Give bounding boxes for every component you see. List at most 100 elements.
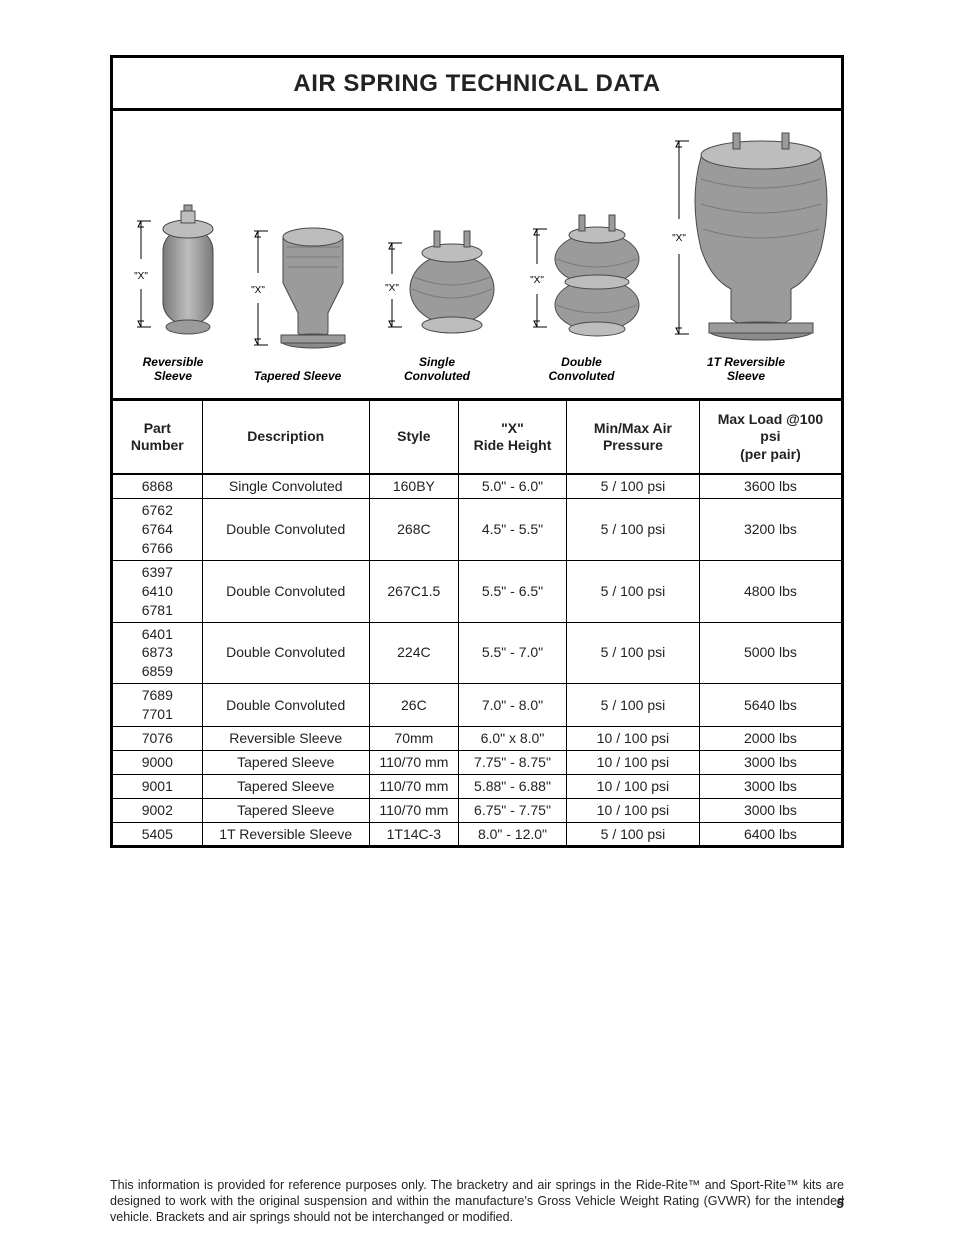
cell-style: 110/70 mm <box>369 750 458 774</box>
diagram-label: 1T ReversibleSleeve <box>707 355 785 384</box>
cell-style: 224C <box>369 622 458 684</box>
part-number: 6401 <box>142 625 173 644</box>
cell-style: 110/70 mm <box>369 798 458 822</box>
cell-load: 3000 lbs <box>699 774 841 798</box>
part-number: 9000 <box>142 753 173 772</box>
cell-load: 3000 lbs <box>699 798 841 822</box>
cell-part: 676267646766 <box>113 499 202 561</box>
part-number: 6410 <box>142 582 173 601</box>
part-number: 5405 <box>142 825 173 844</box>
table-row: 676267646766Double Convoluted268C4.5" - … <box>113 499 841 561</box>
cell-desc: Tapered Sleeve <box>202 798 369 822</box>
cell-style: 267C1.5 <box>369 560 458 622</box>
part-number: 7701 <box>142 705 173 724</box>
cell-load: 3600 lbs <box>699 474 841 498</box>
cell-ride: 5.5" - 6.5" <box>458 560 566 622</box>
table-body: 6868Single Convoluted160BY5.0" - 6.0"5 /… <box>113 474 841 845</box>
table-row: 76897701Double Convoluted26C7.0" - 8.0"5… <box>113 684 841 727</box>
cell-part: 6868 <box>113 474 202 498</box>
diagram-1t-reversible: "X" 1T ReversibleSleeve <box>661 129 831 384</box>
th-ride: "X"Ride Height <box>458 401 566 475</box>
part-number: 9002 <box>142 801 173 820</box>
page-number: 5 <box>836 1195 844 1211</box>
cell-ride: 6.75" - 7.75" <box>458 798 566 822</box>
cell-part: 9000 <box>113 750 202 774</box>
table-row: 9001 Tapered Sleeve110/70 mm5.88" - 6.88"… <box>113 774 841 798</box>
content-frame: AIR SPRING TECHNICAL DATA <box>110 55 844 848</box>
cell-load: 3000 lbs <box>699 750 841 774</box>
tapered-sleeve-icon: "X" <box>238 213 358 363</box>
cell-desc: Tapered Sleeve <box>202 774 369 798</box>
cell-style: 160BY <box>369 474 458 498</box>
cell-load: 6400 lbs <box>699 822 841 845</box>
dim-x-label: "X" <box>385 283 399 294</box>
th-style: Style <box>369 401 458 475</box>
diagram-double-convoluted: "X" DoubleConvoluted <box>517 199 647 384</box>
cell-style: 110/70 mm <box>369 774 458 798</box>
double-convoluted-icon: "X" <box>517 199 647 349</box>
table-row: 9000 Tapered Sleeve110/70 mm7.75" - 8.75"… <box>113 750 841 774</box>
cell-ride: 5.5" - 7.0" <box>458 622 566 684</box>
diagram-tapered-sleeve: "X" Tapered Sleeve <box>238 213 358 383</box>
cell-ride: 8.0" - 12.0" <box>458 822 566 845</box>
part-number: 7076 <box>142 729 173 748</box>
cell-desc: Reversible Sleeve <box>202 726 369 750</box>
table-row: 9002 Tapered Sleeve110/70 mm6.75" - 7.75"… <box>113 798 841 822</box>
spec-table: PartNumber Description Style "X"Ride Hei… <box>113 401 841 846</box>
part-number: 7689 <box>142 686 173 705</box>
part-number: 6762 <box>142 501 173 520</box>
cell-part: 5405 <box>113 822 202 845</box>
cell-part: 9001 <box>113 774 202 798</box>
cell-press: 5 / 100 psi <box>567 822 700 845</box>
dim-x-label: "X" <box>530 275 544 286</box>
th-press: Min/Max AirPressure <box>567 401 700 475</box>
cell-press: 10 / 100 psi <box>567 774 700 798</box>
cell-part: 76897701 <box>113 684 202 727</box>
part-number: 9001 <box>142 777 173 796</box>
table-row: 6868 Single Convoluted160BY5.0" - 6.0"5 /… <box>113 474 841 498</box>
table-row: 7076Reversible Sleeve70mm6.0" x 8.0"10 /… <box>113 726 841 750</box>
part-number: 6764 <box>142 520 173 539</box>
dim-x-label: "X" <box>672 233 686 244</box>
cell-desc: Double Convoluted <box>202 560 369 622</box>
page: AIR SPRING TECHNICAL DATA <box>0 0 954 1235</box>
cell-press: 5 / 100 psi <box>567 474 700 498</box>
onet-reversible-icon: "X" <box>661 129 831 349</box>
cell-ride: 4.5" - 5.5" <box>458 499 566 561</box>
cell-desc: Double Convoluted <box>202 622 369 684</box>
diagram-label: ReversibleSleeve <box>143 355 204 384</box>
cell-load: 5640 lbs <box>699 684 841 727</box>
cell-style: 26C <box>369 684 458 727</box>
cell-part: 639764106781 <box>113 560 202 622</box>
cell-part: 640168736859 <box>113 622 202 684</box>
table-row: 640168736859Double Convoluted224C5.5" - … <box>113 622 841 684</box>
cell-load: 4800 lbs <box>699 560 841 622</box>
cell-desc: Single Convoluted <box>202 474 369 498</box>
footnote-text: This information is provided for referen… <box>110 1178 844 1225</box>
dim-x-label: "X" <box>134 271 148 282</box>
part-number: 6397 <box>142 563 173 582</box>
cell-desc: 1T Reversible Sleeve <box>202 822 369 845</box>
cell-press: 5 / 100 psi <box>567 560 700 622</box>
cell-ride: 7.75" - 8.75" <box>458 750 566 774</box>
cell-ride: 6.0" x 8.0" <box>458 726 566 750</box>
diagram-label: Tapered Sleeve <box>254 369 342 383</box>
cell-ride: 5.88" - 6.88" <box>458 774 566 798</box>
diagram-single-convoluted: "X" SingleConvoluted <box>372 199 502 384</box>
diagrams-row: "X" ReversibleSleeve <box>113 111 841 401</box>
part-number: 6766 <box>142 539 173 558</box>
cell-desc: Double Convoluted <box>202 499 369 561</box>
th-load: Max Load @100 psi(per pair) <box>699 401 841 475</box>
single-convoluted-icon: "X" <box>372 199 502 349</box>
part-number: 6781 <box>142 601 173 620</box>
cell-style: 70mm <box>369 726 458 750</box>
cell-part: 7076 <box>113 726 202 750</box>
part-number: 6868 <box>142 477 173 496</box>
cell-style: 268C <box>369 499 458 561</box>
cell-ride: 5.0" - 6.0" <box>458 474 566 498</box>
cell-style: 1T14C-3 <box>369 822 458 845</box>
page-title: AIR SPRING TECHNICAL DATA <box>113 58 841 111</box>
cell-load: 2000 lbs <box>699 726 841 750</box>
cell-desc: Double Convoluted <box>202 684 369 727</box>
cell-desc: Tapered Sleeve <box>202 750 369 774</box>
